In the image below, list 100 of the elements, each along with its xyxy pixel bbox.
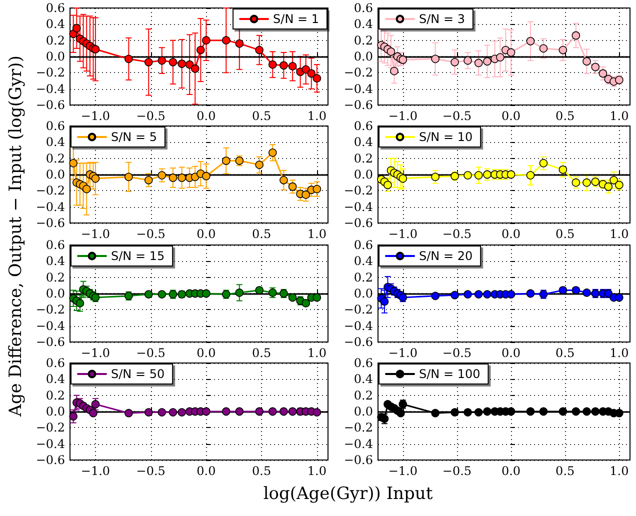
y-tick-label: −0.6 [36,452,65,467]
y-tick-label: −0.2 [36,66,65,80]
x-tick-label: 0.5 [556,227,575,242]
x-tick-label: 0.0 [196,109,216,123]
x-tick-label: −1.0 [388,227,418,242]
y-tick-label: −0.4 [36,200,66,214]
y-tick-label: 0.2 [354,33,373,48]
y-tick-label: −0.2 [344,184,373,198]
x-tick-label: 1.0 [307,464,326,478]
x-tick-label: −0.5 [442,227,472,242]
x-tick-label: −0.5 [136,109,166,123]
y-tick-label: 0.0 [354,286,373,300]
x-tick-label: 1.0 [307,109,326,123]
y-tick-label: −0.4 [344,318,374,332]
y-tick-label: 0.6 [354,238,373,252]
x-tick-label: 0.0 [501,464,521,478]
x-tick-label: 0.5 [252,346,272,360]
legend-label: S/N = 100 [419,366,480,381]
x-tick-label: 0.5 [252,227,272,242]
y-tick-label: 0.4 [46,17,66,32]
y-tick-label: −0.2 [344,66,373,80]
y-tick-label: 0.4 [46,254,66,268]
y-tick-label: −0.6 [36,98,65,112]
x-tick-label: −0.5 [442,464,472,478]
y-tick-label: 0.4 [354,254,374,268]
x-tick-label: −0.5 [136,464,166,478]
x-tick-label: −0.5 [136,346,166,360]
y-tick-label: 0.4 [46,135,66,150]
y-tick-label: 0.2 [354,388,373,402]
y-tick-label: −0.4 [36,318,66,332]
y-tick-label: −0.6 [344,98,373,112]
y-tick-label: 0.0 [46,50,65,64]
y-tick-label: −0.2 [344,302,373,316]
y-tick-label: 0.2 [354,152,373,166]
legend-label: S/N = 5 [111,130,157,144]
x-tick-label: −1.0 [388,109,418,123]
x-tick-label: 1.0 [610,346,629,360]
x-tick-label: 0.5 [556,109,575,123]
y-tick-label: 0.6 [46,1,65,15]
x-tick-label: −1.0 [80,227,110,242]
y-tick-label: 0.2 [46,152,65,166]
y-tick-label: 0.0 [46,168,65,182]
x-axis-title: log(Age(Gyr)) Input [262,484,434,504]
y-tick-label: 0.0 [354,404,373,418]
x-tick-label: −1.0 [388,464,418,478]
x-tick-label: −0.5 [442,346,472,360]
y-tick-label: −0.4 [36,82,66,96]
x-tick-label: 0.5 [252,109,272,123]
y-tick-label: −0.2 [36,420,65,435]
y-tick-label: 0.2 [46,270,65,284]
x-tick-label: −1.0 [388,346,418,360]
x-tick-label: −1.0 [80,464,110,478]
legend-label: S/N = 10 [419,130,473,144]
y-tick-label: −0.2 [36,302,65,316]
y-tick-label: 0.4 [354,372,374,386]
x-tick-label: 1.0 [610,464,629,478]
x-tick-label: 0.0 [196,346,216,360]
y-tick-label: −0.2 [344,420,373,435]
y-tick-label: 0.6 [46,356,65,370]
x-tick-label: 0.5 [252,464,272,478]
y-tick-label: 0.6 [354,1,373,15]
x-tick-label: −0.5 [442,109,472,123]
y-tick-label: −0.4 [344,82,374,96]
y-tick-label: 0.0 [354,168,373,182]
x-tick-label: 0.0 [196,227,216,242]
y-tick-label: −0.6 [344,216,373,230]
y-tick-label: −0.4 [344,200,374,214]
y-tick-label: 0.0 [46,404,65,418]
y-tick-label: 0.6 [354,356,373,370]
y-tick-label: 0.2 [354,270,373,284]
legend-label: S/N = 50 [111,366,165,381]
x-tick-label: 0.5 [556,464,575,478]
legend-label: S/N = 15 [111,248,165,263]
y-tick-label: 0.2 [46,388,65,402]
legend-label: S/N = 20 [419,248,473,263]
y-tick-label: 0.6 [46,238,65,252]
x-tick-label: 0.0 [501,227,521,242]
y-tick-label: −0.6 [344,334,373,349]
y-tick-label: 0.4 [354,135,374,150]
x-tick-label: 1.0 [610,227,629,242]
y-tick-label: 0.4 [354,17,374,32]
y-tick-label: −0.4 [344,436,374,451]
y-tick-label: 0.2 [46,33,65,48]
x-tick-label: 1.0 [307,227,326,242]
y-tick-label: 0.6 [46,119,65,134]
x-tick-label: 1.0 [307,346,326,360]
y-axis-title: Age Difference, Output − Input (log(Gyr)) [6,56,26,416]
x-tick-label: 1.0 [610,109,629,123]
y-tick-label: −0.4 [36,436,66,451]
y-tick-label: 0.6 [354,119,373,134]
x-tick-label: −0.5 [136,227,166,242]
x-tick-label: 0.5 [556,346,575,360]
y-tick-label: −0.6 [36,216,65,230]
x-tick-label: 0.0 [501,346,521,360]
x-tick-label: −1.0 [80,346,110,360]
y-tick-label: −0.6 [36,334,65,349]
y-tick-label: 0.4 [46,372,66,386]
x-tick-label: 0.0 [501,109,521,123]
y-tick-label: 0.0 [46,286,65,300]
y-tick-label: −0.6 [344,452,373,467]
